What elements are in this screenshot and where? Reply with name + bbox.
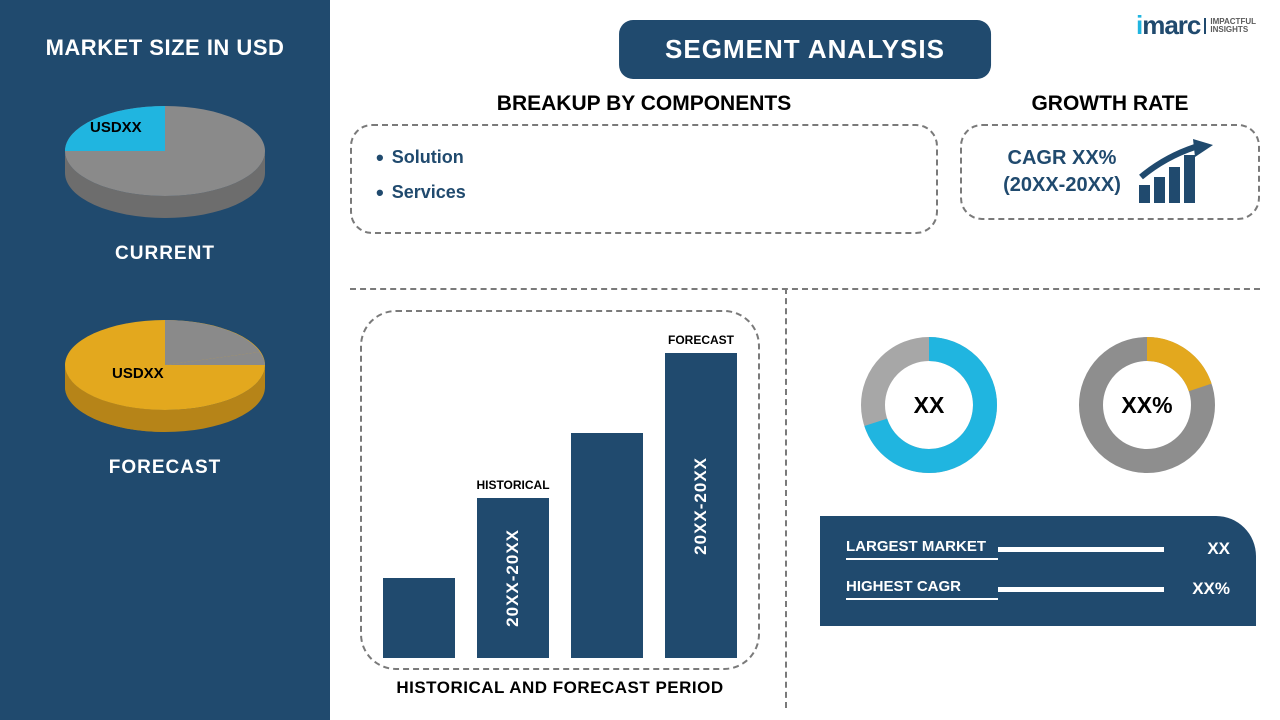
hist-bar-toplabel: HISTORICAL [443,478,583,492]
growth-line2: (20XX-20XX) [1003,172,1121,199]
pie-forecast-svg [60,305,270,435]
growth-icon [1135,137,1217,207]
historical-chart: HISTORICAL 20XX-20XX FORECAST 20XX-20XX [360,310,760,670]
breakup-heading: BREAKUP BY COMPONENTS [350,92,938,116]
pie-current: USDXX CURRENT [45,91,285,265]
growth-heading: GROWTH RATE [960,92,1260,116]
hist-bar-period: 20XX-20XX [503,529,523,627]
logo: imarc IMPACTFULINSIGHTS [1136,10,1256,41]
hist-bar-toplabel: FORECAST [631,333,771,347]
breakup-box: Solution Services [350,124,938,234]
stats-panel: XX XX% LARGEST MARKET XX HIGHEST CAGR XX… [820,310,1256,626]
growth-line1: CAGR XX% [1003,145,1121,172]
stats-row-value: XX [1174,539,1230,559]
stats-row-label: HIGHEST CAGR [846,578,998,600]
hist-bar-period: 20XX-20XX [691,457,711,555]
pie-forecast-caption: FORECAST [109,457,222,479]
hist-bar: HISTORICAL 20XX-20XX [477,498,549,658]
hist-bar: FORECAST 20XX-20XX [665,353,737,658]
pie-current-svg [60,91,270,221]
donut-center: XX% [1072,330,1222,480]
left-panel: MARKET SIZE IN USD USDXX CURRENT [0,0,330,720]
pie-forecast: USDXX FORECAST [45,305,285,479]
h-divider [350,288,1260,290]
growth-block: GROWTH RATE CAGR XX% (20XX-20XX) [960,92,1260,234]
stats-row-track [998,547,1164,552]
donut-highest-cagr: XX% [1072,330,1222,480]
logo-tagline: IMPACTFULINSIGHTS [1204,18,1256,34]
pie-current-caption: CURRENT [115,243,215,265]
stats-row: HIGHEST CAGR XX% [846,578,1230,600]
v-divider [785,288,787,708]
hist-bar [383,578,455,658]
pie-current-label: USDXX [90,119,142,136]
logo-text: imarc [1136,10,1200,41]
stats-row-label: LARGEST MARKET [846,538,998,560]
right-panel: SEGMENT ANALYSIS imarc IMPACTFULINSIGHTS… [330,0,1280,720]
historical-panel: HISTORICAL 20XX-20XX FORECAST 20XX-20XX … [360,310,760,698]
donut-center: XX [854,330,1004,480]
page-title: SEGMENT ANALYSIS [619,20,991,79]
breakup-item: Solution [376,140,912,175]
stats-row: LARGEST MARKET XX [846,538,1230,560]
stats-row-track [998,587,1164,592]
market-size-title: MARKET SIZE IN USD [46,35,285,61]
stats-card: LARGEST MARKET XX HIGHEST CAGR XX% [820,516,1256,626]
historical-caption: HISTORICAL AND FORECAST PERIOD [360,678,760,698]
hist-bar [571,433,643,658]
stats-row-value: XX% [1174,579,1230,599]
growth-box: CAGR XX% (20XX-20XX) [960,124,1260,220]
breakup-item: Services [376,175,912,210]
donut-largest-market: XX [854,330,1004,480]
pie-forecast-label: USDXX [112,365,164,382]
breakup-block: BREAKUP BY COMPONENTS Solution Services [350,92,938,234]
